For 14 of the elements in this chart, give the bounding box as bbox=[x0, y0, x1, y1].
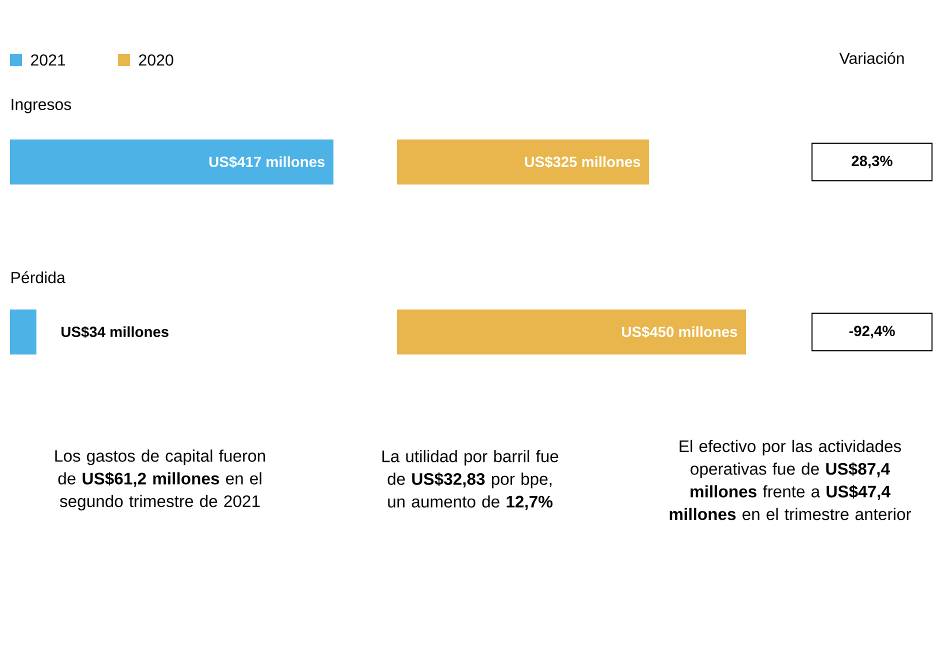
data-label: US$417 millones bbox=[209, 156, 325, 168]
text: -92,4% bbox=[849, 326, 895, 338]
text: Los gastos de capital fueron de US$61,2 millones en el segundo trimestre de 2021 bbox=[55, 450, 265, 510]
text: El efectivo por las actividades operativas fue de US$87,4 millones frente a US$47,4 millones en el trimestre anterior bbox=[670, 440, 912, 520]
text: 28,3% bbox=[852, 156, 892, 168]
y-tick-label: Ingresos bbox=[12, 98, 72, 114]
data-label: US$325 millones bbox=[525, 156, 640, 168]
data-label: US$34 millones bbox=[62, 326, 168, 338]
data-label: US$450 millones bbox=[622, 326, 738, 338]
text: La utilidad por barril fue de US$32,83 por bpe, un aumento de 12,7% bbox=[382, 450, 558, 510]
legend-label: 2021 bbox=[31, 54, 66, 66]
text: Variación bbox=[839, 52, 904, 64]
y-tick-label: Pérdida bbox=[12, 271, 66, 284]
legend-label: 2020 bbox=[139, 54, 174, 66]
